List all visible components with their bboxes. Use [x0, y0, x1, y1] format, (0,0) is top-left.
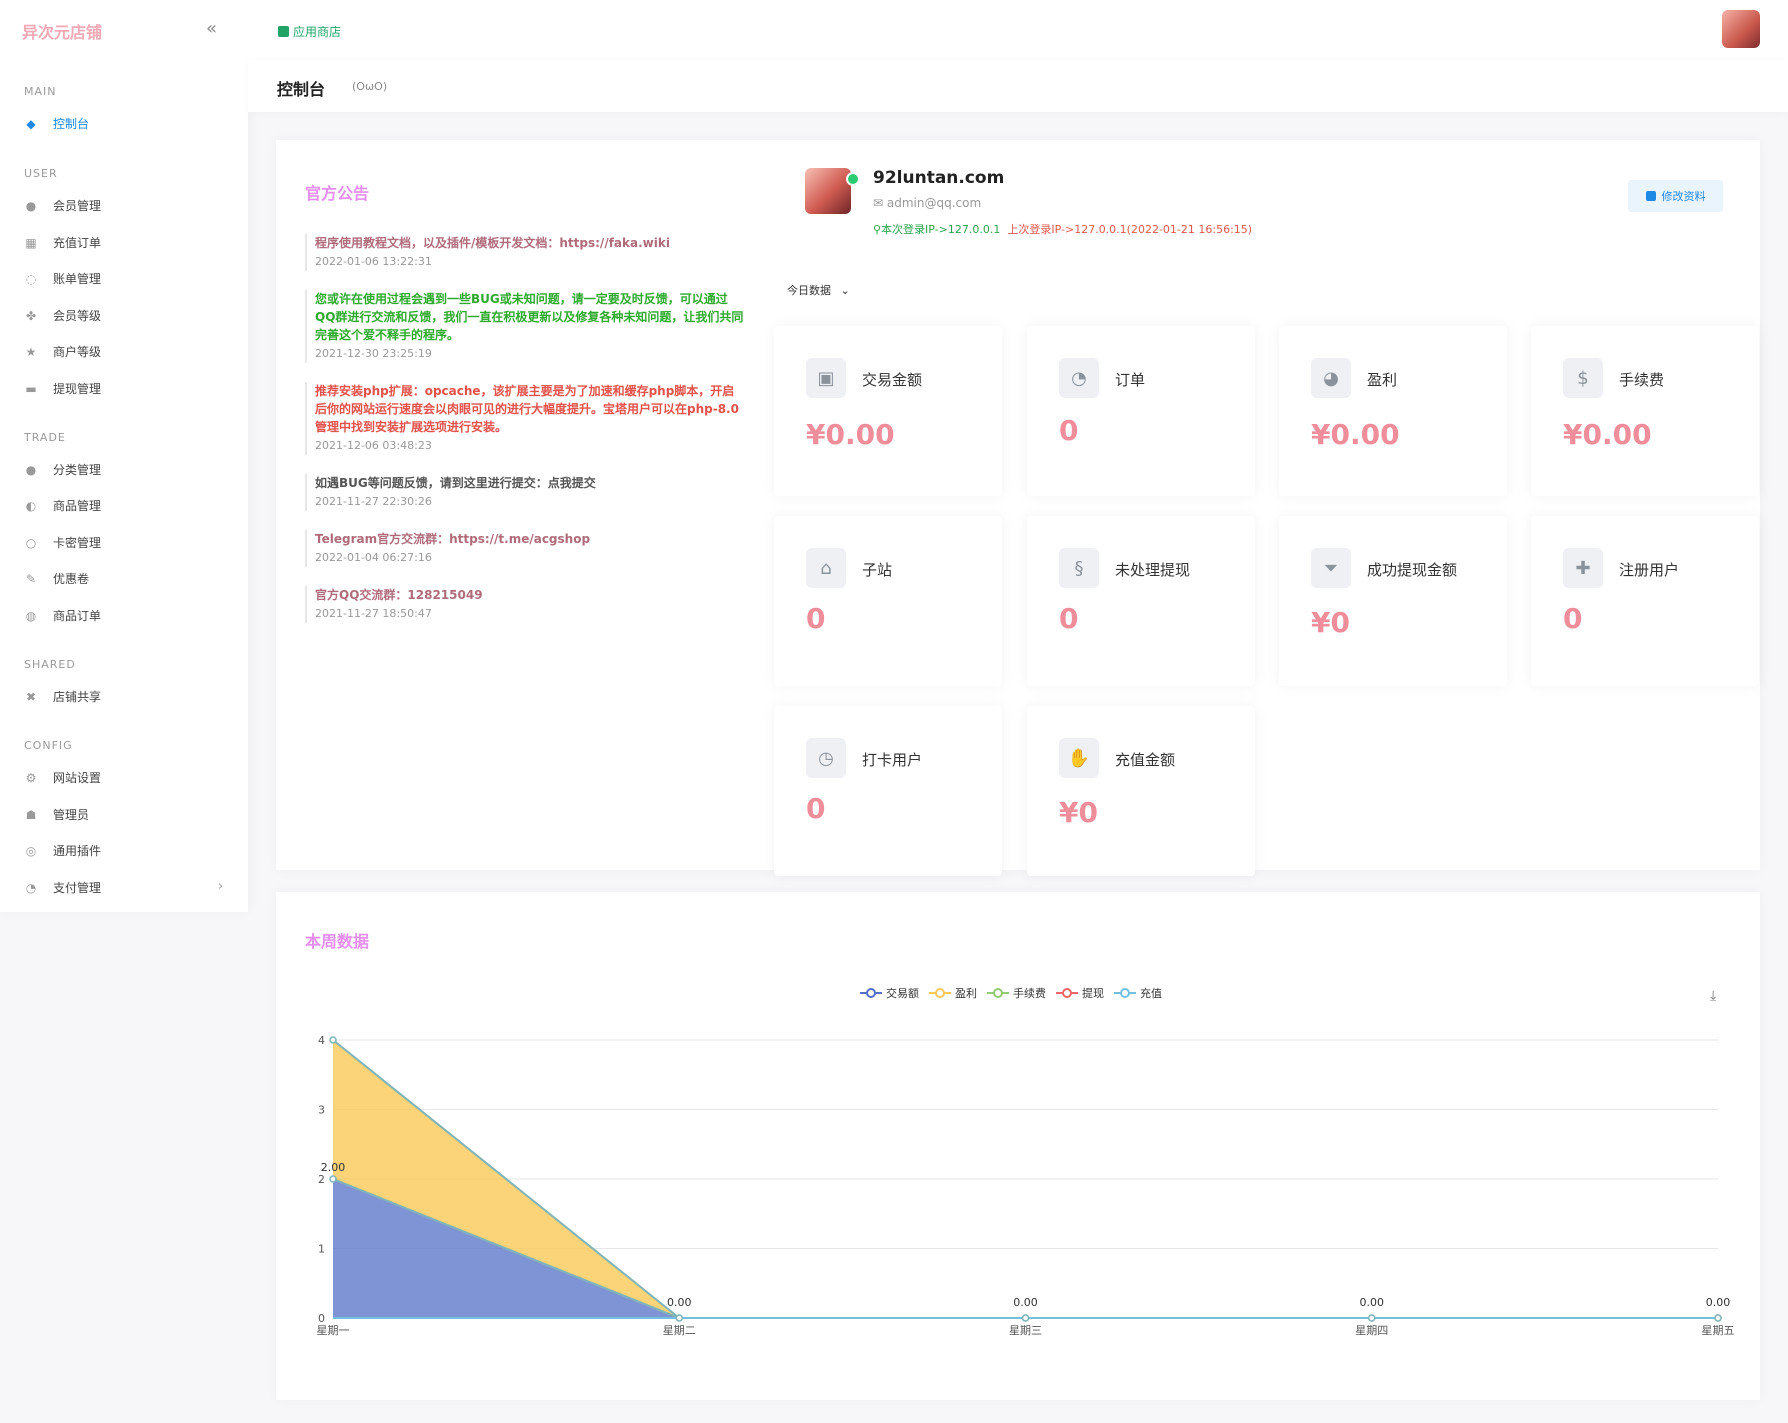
admin-icon: ☗: [25, 807, 37, 822]
sidebar-item-product-orders[interactable]: ◍ 商品订单: [25, 608, 102, 624]
sidebar-item-admins[interactable]: ☗ 管理员: [25, 807, 90, 823]
clock-icon: ◷: [806, 738, 846, 778]
store-icon: [278, 26, 289, 37]
online-status-dot: [846, 172, 860, 186]
chevron-down-icon: ⌄: [840, 284, 850, 297]
announcement-item: 程序使用教程文档，以及插件/模板开发文档：https://faka.wiki 20…: [305, 234, 745, 271]
house-icon: ⌂: [806, 548, 846, 588]
section-config: CONFIG: [24, 739, 73, 752]
stat-card: ◔ 订单 0: [1027, 326, 1255, 496]
profile-email: ✉ admin@qq.com: [873, 196, 982, 210]
announcement-title: 官方公告: [305, 184, 370, 203]
withdraw-icon: ▬: [25, 381, 37, 396]
today-data-dropdown[interactable]: 今日数据 ⌄: [787, 284, 850, 297]
legend-item[interactable]: 交易额: [860, 985, 919, 1001]
user-icon: ●: [25, 198, 37, 213]
level-icon: ✤: [25, 308, 37, 323]
order-icon: ◍: [25, 608, 37, 623]
location-icon: ⚲: [873, 223, 882, 236]
sidebar-item-recharge-orders[interactable]: ▦ 充值订单: [25, 235, 102, 251]
top-bar: [248, 0, 1788, 61]
sidebar-item-site-settings[interactable]: ⚙ 网站设置: [25, 770, 102, 786]
stat-card: ◕ 盈利 ¥0.00: [1279, 326, 1507, 496]
bill-icon: ◌: [25, 271, 37, 286]
page-header: [248, 60, 1788, 112]
app-store-link[interactable]: 应用商店: [278, 23, 341, 40]
coin-icon: $: [1563, 358, 1603, 398]
edit-profile-button[interactable]: 修改资料: [1628, 180, 1723, 212]
dollar-icon: §: [1059, 548, 1099, 588]
sidebar-item-dashboard[interactable]: ◆ 控制台: [24, 115, 89, 132]
sidebar-item-payment[interactable]: ◔ 支付管理: [25, 880, 102, 896]
section-user: USER: [24, 167, 58, 180]
announcement-item: 推荐安装php扩展：opcache，该扩展主要是为了加速和缓存php脚本，开启后…: [305, 382, 745, 455]
sidebar-item-shop-share[interactable]: ✖ 店铺共享: [25, 689, 102, 705]
stat-card: ▣ 交易金额 ¥0.00: [774, 326, 1002, 496]
section-shared: SHARED: [24, 658, 76, 671]
user-plus-icon: ✚: [1563, 548, 1603, 588]
page-subtitle: (OωO): [352, 80, 388, 93]
chart-legend: 交易额 盈利 手续费 提现 充值: [860, 985, 1172, 1001]
sidebar: 异次元店铺 « MAIN ◆ 控制台 USER ● 会员管理 ▦ 充值订单 ◌ 账单管理…: [0, 0, 248, 912]
announcement-item[interactable]: Telegram官方交流群：https://t.me/acgshop 2022-0…: [305, 530, 745, 567]
sidebar-item-withdraw[interactable]: ▬ 提现管理: [25, 381, 102, 397]
brand-logo[interactable]: 异次元店铺: [22, 23, 103, 42]
stat-card: ✋ 充值金额 ¥0: [1027, 706, 1255, 876]
page-title: 控制台: [277, 80, 326, 99]
stat-card: $ 手续费 ¥0.00: [1531, 326, 1759, 496]
stat-card: ✚ 注册用户 0: [1531, 516, 1759, 686]
sidebar-item-plugins[interactable]: ◎ 通用插件: [25, 843, 102, 859]
collapse-sidebar-icon[interactable]: «: [206, 18, 218, 39]
sidebar-item-bills[interactable]: ◌ 账单管理: [25, 271, 102, 287]
announcement-item[interactable]: 如遇BUG等问题反馈，请到这里进行提交：点我提交 2021-11-27 22:30…: [305, 474, 745, 511]
recharge-icon: ▦: [25, 235, 37, 250]
announcement-item: 官方QQ交流群：128215049 2021-11-27 18:50:47: [305, 586, 745, 623]
legend-item[interactable]: 手续费: [987, 985, 1046, 1001]
stat-card: ◷ 打卡用户 0: [774, 706, 1002, 876]
weekly-title: 本周数据: [305, 932, 370, 951]
pie-icon: ◕: [1311, 358, 1351, 398]
sidebar-item-category[interactable]: ● 分类管理: [25, 462, 102, 478]
stat-card: § 未处理提现 0: [1027, 516, 1255, 686]
pie-icon: ◔: [1059, 358, 1099, 398]
stat-card: ⌂ 子站 0: [774, 516, 1002, 686]
legend-item[interactable]: 提现: [1056, 985, 1104, 1001]
login-ip-info: ⚲本次登录IP->127.0.0.1 上次登录IP->127.0.0.1(202…: [873, 223, 1253, 236]
sidebar-item-members[interactable]: ● 会员管理: [25, 198, 102, 214]
sidebar-item-cards[interactable]: ○ 卡密管理: [25, 535, 102, 551]
chevron-right-icon[interactable]: ›: [218, 879, 224, 894]
section-main: MAIN: [24, 85, 57, 98]
hand-coin-icon: ✋: [1059, 738, 1099, 778]
funnel-dollar-icon: ⏷: [1311, 548, 1351, 588]
payment-icon: ◔: [25, 880, 37, 895]
plugin-icon: ◎: [25, 843, 37, 858]
section-trade: TRADE: [24, 431, 66, 444]
weekly-card: [276, 892, 1760, 1400]
legend-item[interactable]: 充值: [1114, 985, 1162, 1001]
category-icon: ●: [25, 462, 37, 477]
sidebar-item-coupons[interactable]: ✎ 优惠卷: [25, 571, 90, 587]
merchant-icon: ★: [25, 344, 37, 359]
product-icon: ◐: [25, 498, 37, 513]
user-avatar[interactable]: [1722, 10, 1760, 48]
coupon-icon: ✎: [25, 571, 37, 586]
sidebar-item-member-level[interactable]: ✤ 会员等级: [25, 308, 102, 324]
stat-card: ⏷ 成功提现金额 ¥0: [1279, 516, 1507, 686]
settings-icon: ⚙: [25, 770, 37, 785]
sidebar-item-merchant-level[interactable]: ★ 商户等级: [25, 344, 102, 360]
edit-icon: [1645, 191, 1656, 201]
profile-name: 92luntan.com: [873, 168, 1005, 188]
share-icon: ✖: [25, 689, 37, 704]
mail-icon: ✉: [873, 196, 887, 210]
announcement-item: 您或许在使用过程会遇到一些BUG或未知问题，请一定要及时反馈，可以通过QQ群进行…: [305, 290, 745, 363]
profile-avatar: [805, 168, 851, 214]
sidebar-item-products[interactable]: ◐ 商品管理: [25, 498, 102, 514]
bag-icon: ▣: [806, 358, 846, 398]
download-icon[interactable]: ⤓: [1710, 988, 1717, 1004]
overview-card: [276, 140, 1760, 870]
legend-item[interactable]: 盈利: [929, 985, 977, 1001]
card-icon: ○: [25, 535, 37, 550]
dashboard-icon: ◆: [26, 116, 36, 131]
